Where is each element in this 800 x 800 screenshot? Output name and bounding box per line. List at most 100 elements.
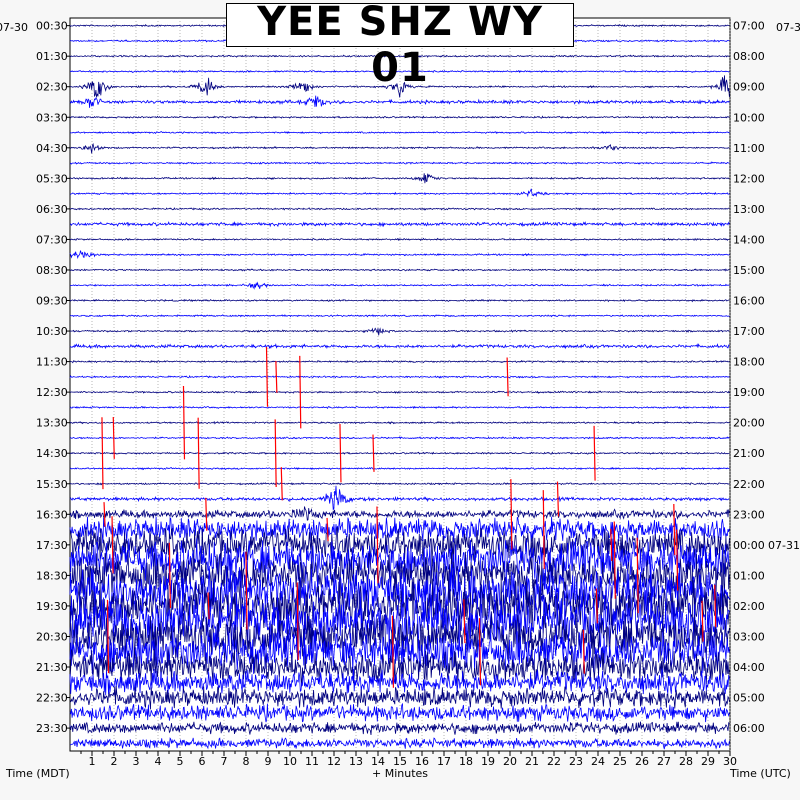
right-hour-label: 07:00	[733, 20, 765, 33]
minute-tick-label: 11	[305, 755, 319, 768]
right-hour-label: 15:00	[733, 264, 765, 277]
clipped-trace-segment	[676, 529, 679, 591]
clipped-trace-segment	[556, 481, 560, 517]
right-hour-label: 09:00	[733, 81, 765, 94]
right-hour-label: 22:00	[733, 478, 765, 491]
clipped-trace-segment	[613, 521, 616, 599]
trace-row	[69, 359, 730, 364]
minute-tick-label: 22	[547, 755, 561, 768]
right-date-label: 07-3	[776, 21, 800, 34]
left-hour-label: 10:30	[36, 325, 68, 338]
clipped-trace-segment	[582, 629, 585, 674]
right-date-change-label: 07-31	[768, 539, 800, 552]
clipped-trace-segment	[372, 434, 375, 472]
right-hour-label: 05:00	[733, 692, 765, 705]
trace-row	[70, 314, 730, 318]
minute-tick-label: 4	[155, 755, 162, 768]
minute-tick-label: 12	[327, 755, 341, 768]
right-hour-label: 03:00	[733, 630, 765, 643]
station-title-box: YEE SHZ WY 01	[226, 0, 574, 91]
trace-row	[70, 737, 730, 750]
trace-row	[69, 161, 730, 165]
left-hour-label: 16:30	[36, 508, 68, 521]
right-hour-label: 19:00	[733, 386, 765, 399]
minute-tick-label: 30	[723, 755, 737, 768]
right-hour-label: 12:00	[733, 172, 765, 185]
clipped-trace-segment	[299, 355, 302, 429]
left-hour-label: 23:30	[36, 722, 68, 735]
minute-tick-label: 8	[243, 755, 250, 768]
trace-row	[70, 69, 730, 74]
trace-row	[69, 466, 730, 471]
right-hour-label: 13:00	[733, 203, 765, 216]
clipped-trace-segment	[265, 346, 269, 407]
grid-layer	[80, 18, 731, 756]
left-hour-label: 20:30	[36, 630, 68, 643]
left-hour-label: 22:30	[36, 692, 68, 705]
trace-layer	[69, 23, 730, 750]
clipped-trace-segment	[207, 592, 210, 620]
clipped-trace-segment	[106, 599, 110, 674]
trace-row	[69, 516, 730, 544]
minute-tick-label: 29	[701, 755, 715, 768]
left-hour-label: 19:30	[36, 600, 68, 613]
trace-row	[69, 526, 730, 564]
trace-row	[69, 95, 730, 108]
trace-row	[69, 343, 730, 350]
trace-row	[69, 405, 730, 410]
right-hour-label: 06:00	[733, 722, 765, 735]
minute-tick-label: 20	[503, 755, 517, 768]
right-hour-label: 02:00	[733, 600, 765, 613]
clipped-trace-segment	[112, 417, 115, 459]
trace-row	[69, 629, 730, 675]
clipped-trace-segment	[101, 417, 104, 490]
minute-tick-label: 28	[679, 755, 693, 768]
trace-row	[69, 685, 730, 710]
trace-row	[69, 142, 730, 154]
clipped-trace-segment	[673, 503, 676, 556]
trace-row	[70, 281, 730, 290]
left-hour-label: 11:30	[36, 356, 68, 369]
minute-tick-label: 3	[133, 755, 140, 768]
clipped-trace-segment	[197, 417, 200, 489]
right-hour-label: 08:00	[733, 50, 765, 63]
trace-row	[69, 188, 730, 198]
clipped-trace-segment	[636, 537, 639, 614]
left-hour-label: 07:30	[36, 233, 68, 246]
left-hour-label: 04:30	[36, 142, 68, 155]
clipped-trace-segment	[280, 467, 283, 501]
trace-row	[69, 268, 730, 272]
clipped-trace-segment	[275, 360, 278, 393]
clipped-trace-segment	[714, 584, 717, 628]
left-hour-label: 08:30	[36, 264, 68, 277]
clipped-trace-segment	[339, 424, 342, 483]
trace-row	[69, 451, 730, 455]
trace-row	[69, 721, 730, 736]
clipped-trace-segment	[111, 516, 114, 574]
minute-tick-label: 9	[265, 755, 272, 768]
minute-tick-label: 7	[221, 755, 228, 768]
station-title: YEE SHZ WY 01	[257, 0, 543, 91]
trace-row	[69, 220, 730, 228]
trace-row	[69, 482, 730, 486]
minute-tick-label: 24	[591, 755, 605, 768]
minute-labels: 1 2 3 4 5 6 7 8 9 10 11 12 13 14 15 16 17 18 19 20 21 22 23 24 2…	[89, 755, 738, 768]
minute-tick-label: 27	[657, 755, 671, 768]
trace-row	[69, 237, 730, 242]
trace-row	[70, 436, 730, 440]
minute-tick-label: 6	[199, 755, 206, 768]
trace-row	[69, 420, 730, 425]
trace-row	[69, 75, 730, 98]
trace-row	[69, 130, 730, 135]
minute-tick-label: 13	[349, 755, 363, 768]
left-hour-label: 15:30	[36, 478, 68, 491]
clipped-trace-segment	[391, 615, 395, 688]
bottom-axis-title: + Minutes	[372, 767, 428, 780]
trace-row	[69, 374, 730, 379]
trace-row	[69, 54, 730, 58]
minute-tick-label: 26	[635, 755, 649, 768]
clipped-trace-segment	[463, 599, 466, 644]
clipped-trace-segment	[510, 479, 513, 550]
right-hour-label: 04:00	[733, 661, 765, 674]
